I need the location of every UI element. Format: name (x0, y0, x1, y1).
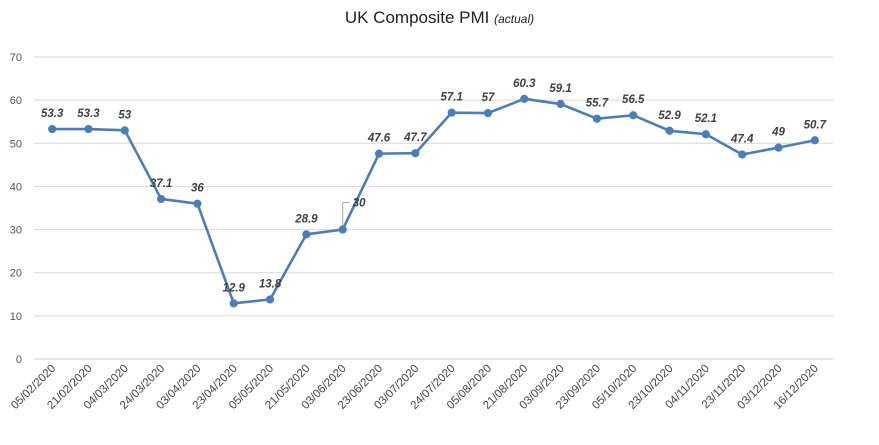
data-label: 12.9 (223, 282, 246, 294)
data-label: 57 (482, 92, 495, 104)
data-label: 53 (118, 109, 131, 121)
data-label: 53.3 (41, 108, 64, 120)
data-point (774, 143, 783, 152)
data-point (629, 111, 638, 120)
data-label: 59.1 (549, 83, 571, 95)
data-point (592, 114, 602, 123)
data-label: 49 (771, 127, 785, 139)
y-tick-label: 50 (10, 138, 22, 150)
data-point (157, 194, 166, 204)
data-point (520, 94, 529, 103)
data-label: 53.3 (77, 108, 100, 120)
data-point (338, 225, 347, 234)
y-tick-label: 10 (10, 311, 22, 323)
y-tick-label: 70 (10, 52, 22, 64)
data-point (48, 124, 57, 134)
data-label: 52.1 (695, 113, 717, 125)
data-point (556, 99, 565, 109)
y-tick-label: 40 (10, 181, 22, 193)
data-label: 50.7 (804, 119, 827, 131)
data-point (84, 124, 93, 134)
data-point (483, 108, 493, 118)
data-label: 56.5 (622, 94, 645, 106)
y-tick-label: 20 (10, 268, 22, 280)
data-label: 28.9 (294, 213, 318, 225)
data-label: 47.7 (403, 132, 427, 144)
data-label: 13.8 (259, 278, 282, 290)
data-label: 52.9 (658, 110, 681, 122)
data-point (265, 295, 275, 304)
data-label-leader (342, 202, 350, 226)
y-tick-label: 30 (10, 225, 22, 237)
data-label: 57.1 (440, 92, 462, 104)
data-point (411, 149, 420, 158)
series-line (52, 97, 816, 305)
y-tick-label: 60 (10, 95, 22, 107)
data-point (701, 130, 710, 139)
data-point (665, 126, 674, 135)
chart-title-subtitle: (actual) (494, 12, 535, 26)
data-point (738, 150, 747, 159)
data-point (447, 108, 456, 117)
data-label: 60.3 (513, 78, 536, 90)
data-label: 55.7 (586, 98, 609, 110)
y-tick-label: 0 (16, 354, 22, 366)
data-label: 36 (191, 183, 204, 195)
data-label: 30 (353, 198, 366, 210)
data-label: 47.6 (367, 133, 391, 145)
data-point (193, 199, 202, 208)
data-point (374, 149, 384, 158)
data-point (120, 126, 129, 135)
data-point (302, 230, 311, 239)
data-point (810, 136, 819, 145)
chart-title: UK Composite PMI (actual) (0, 8, 879, 28)
data-label: 47.4 (730, 134, 754, 146)
data-label: 37.1 (150, 178, 172, 190)
data-point (229, 299, 238, 308)
chart-title-main: UK Composite PMI (344, 8, 490, 27)
